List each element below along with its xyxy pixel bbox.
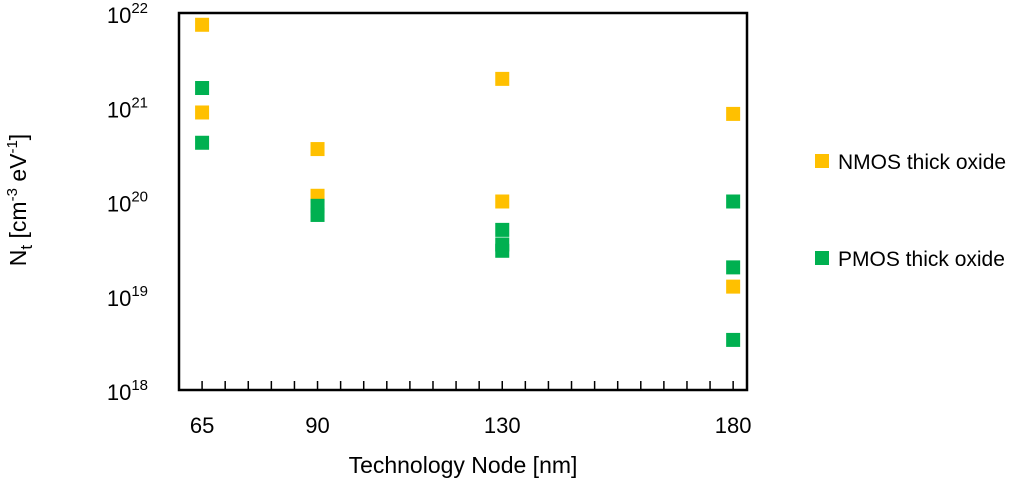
nmos-marker (495, 194, 510, 209)
pmos-marker (310, 207, 325, 222)
nmos-marker (195, 17, 210, 32)
legend-swatch-nmos (815, 154, 829, 168)
y-tick-label: 1021 (107, 94, 148, 122)
y-axis-title: Nt [cm-3 eV-1] (4, 134, 36, 266)
nmos-marker (726, 106, 741, 121)
y-tick-label: 1020 (107, 189, 148, 217)
pmos-marker (726, 332, 741, 347)
data-markers (195, 17, 741, 347)
x-tick-label: 90 (305, 413, 329, 438)
pmos-marker (726, 260, 741, 275)
nmos-marker (195, 105, 210, 120)
y-axis-title-sup-b: -1 (4, 140, 21, 153)
y-tick-label: 1019 (107, 283, 148, 311)
y-axis-title-unit-b: eV (5, 153, 31, 188)
legend-swatch-pmos (815, 251, 829, 265)
x-axis-ticks: 65 90 130 180 (190, 381, 752, 438)
y-axis-title-unit-c: ] (5, 134, 31, 140)
y-tick-label: 1018 (107, 377, 148, 405)
legend-label-pmos: PMOS thick oxide (838, 248, 1005, 271)
plot-frame (177, 11, 749, 392)
pmos-marker (495, 243, 510, 258)
pmos-marker (495, 222, 510, 237)
nmos-marker (726, 279, 741, 294)
nmos-marker (310, 142, 325, 157)
legend-label-nmos: NMOS thick oxide (838, 151, 1006, 174)
x-tick-label: 65 (190, 413, 214, 438)
x-tick-label: 130 (484, 413, 521, 438)
pmos-marker (195, 81, 210, 96)
pmos-marker (726, 194, 741, 209)
x-axis-title: Technology Node [nm] (349, 452, 578, 478)
y-axis-ticks: 1018 1019 1020 1021 1022 (107, 0, 148, 405)
pmos-marker (195, 135, 210, 150)
legend: NMOS thick oxide PMOS thick oxide (815, 151, 1006, 271)
y-axis-title-sup-a: -3 (4, 188, 21, 201)
y-axis-title-unit-a: [cm (5, 201, 31, 244)
nmos-marker (495, 71, 510, 86)
y-axis-title-subscript: t (17, 245, 36, 250)
y-tick-label: 1022 (107, 0, 148, 28)
plot-area (177, 11, 749, 392)
y-axis-title-main: N (5, 250, 31, 267)
x-tick-label: 180 (715, 413, 752, 438)
